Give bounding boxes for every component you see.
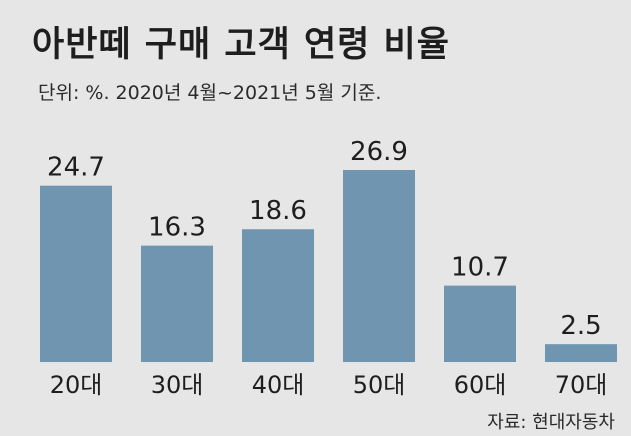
bar-40대 (242, 229, 314, 362)
bar-70대 (545, 344, 617, 362)
value-label-60대: 10.7 (451, 253, 509, 283)
category-label-50대: 50대 (353, 371, 406, 399)
bar-60대 (444, 285, 516, 362)
category-label-20대: 20대 (50, 371, 103, 399)
bar-20대 (40, 185, 112, 362)
bar-50대 (343, 170, 415, 362)
value-label-70대: 2.5 (560, 311, 601, 341)
chart-source: 자료: 현대자동차 (487, 412, 615, 433)
category-label-70대: 70대 (555, 371, 608, 399)
chart-subtitle: 단위: %. 2020년 4월~2021년 5월 기준. (38, 82, 382, 104)
category-label-60대: 60대 (454, 371, 507, 399)
value-label-40대: 18.6 (249, 196, 307, 226)
value-label-20대: 24.7 (47, 153, 105, 183)
bar-30대 (141, 245, 213, 362)
value-label-50대: 26.9 (350, 137, 408, 167)
category-label-40대: 40대 (252, 371, 305, 399)
value-label-30대: 16.3 (148, 213, 206, 243)
category-label-30대: 30대 (151, 371, 204, 399)
chart-title: 아반떼 구매 고객 연령 비율 (32, 25, 450, 65)
